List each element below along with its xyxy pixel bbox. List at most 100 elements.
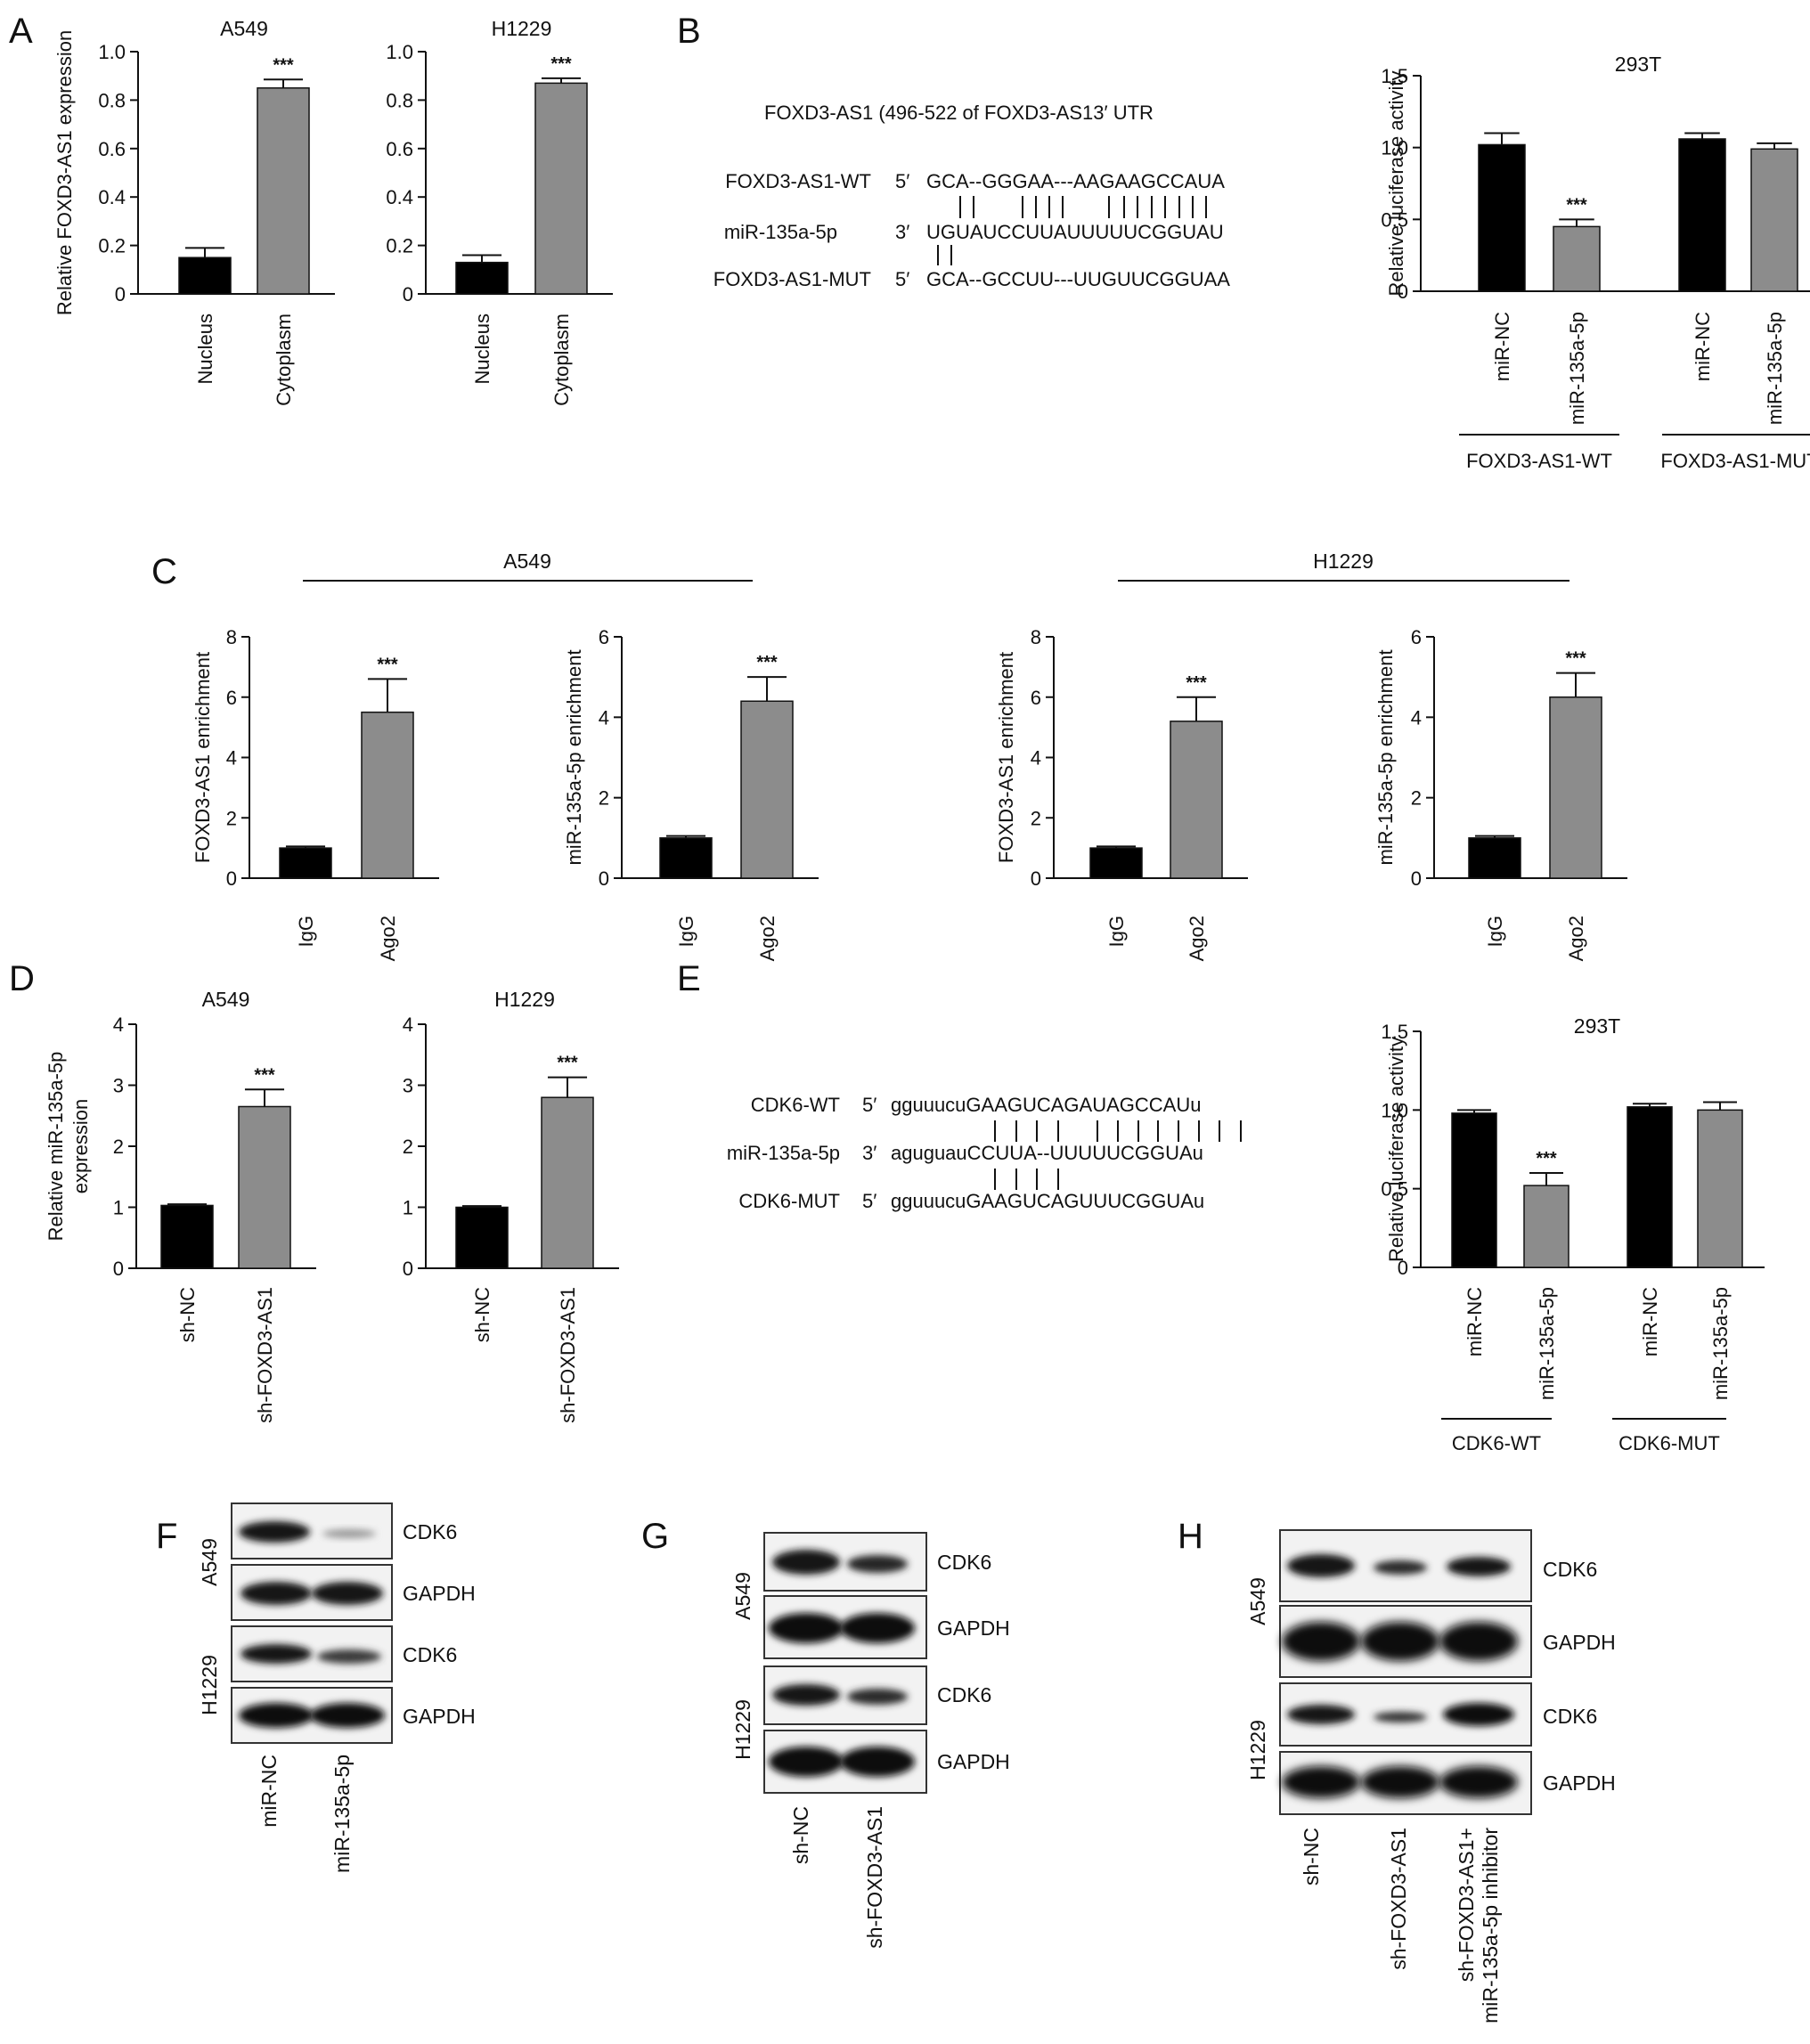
bar	[455, 261, 509, 295]
y-axis-label: FOXD3-AS1 enrichment	[192, 652, 214, 863]
y-tick-label: 1.5	[1381, 65, 1408, 87]
chart-c-a549-mir: 0 2 4 6 miR-135a-5p enrichment IgG *** Ago2	[563, 626, 819, 961]
y-tick-label: 2	[403, 1136, 413, 1158]
chart-title: A549	[220, 17, 268, 40]
bar	[1523, 1185, 1569, 1268]
y-tick-label: 4	[226, 747, 237, 770]
chart-d-a549: 0 1 2 3 4 A549 Relative miR-135a-5p expression s…	[45, 988, 316, 1423]
y-tick-label: 2	[226, 807, 237, 829]
category-label: IgG	[1484, 916, 1506, 947]
y-tick-label: 0	[1398, 281, 1408, 303]
band	[1443, 1703, 1514, 1726]
y-tick-label: 3	[113, 1075, 124, 1097]
blot-h-lane-1: sh-NC	[1300, 1828, 1323, 1885]
bar	[1553, 225, 1601, 292]
y-tick-label: 0.5	[1381, 208, 1408, 231]
y-tick-label: 0.4	[386, 186, 413, 208]
band	[1374, 1560, 1427, 1575]
western-blot-f: CDK6 GAPDH CDK6 GAPDH A549 H1229 miR-NC …	[198, 1502, 476, 1873]
group-label: CDK6-WT	[1452, 1432, 1541, 1454]
blot-f-cell-h1229: H1229	[198, 1655, 221, 1715]
category-label: miR-135a-5p	[1764, 312, 1786, 425]
chart-e-luciferase: 0 0.5 1.0 1.5 293T Relative luciferase activi…	[1381, 1014, 1765, 1454]
seq-mir: UGUAUCCUUAUUUUUCGGUAU	[926, 221, 1224, 243]
band	[310, 1703, 385, 1728]
y-tick-label: 4	[1031, 747, 1041, 770]
y-tick-label: 4	[599, 706, 609, 729]
bar	[1478, 143, 1526, 292]
y-tick-label: 1.0	[98, 41, 126, 63]
blot-f-cell-a549: A549	[198, 1538, 221, 1586]
chart-c-h1229-foxd3: 0 2 4 6 8 FOXD3-AS1 enrichment IgG *** Ago2	[995, 626, 1248, 961]
blot-f-lane-2: miR-135a-5p	[330, 1755, 354, 1873]
bar	[1089, 847, 1143, 879]
category-label: Ago2	[1565, 916, 1587, 961]
blot-f-lane-1: miR-NC	[257, 1755, 281, 1828]
y-tick-label: 3	[403, 1075, 413, 1097]
category-label: Cytoplasm	[550, 314, 573, 406]
blot-f-label-2: GAPDH	[403, 1582, 476, 1605]
y-tick-label: 1.5	[1381, 1021, 1408, 1043]
band	[241, 1644, 312, 1664]
chart-a-a549: 0 0.2 0.4 0.6 0.8 1.0 A549 Relative FOXD3-AS1 e…	[53, 17, 335, 406]
y-tick-label: 0.2	[386, 235, 413, 257]
band	[239, 1703, 314, 1728]
seq-end-wt: 5′	[895, 170, 909, 192]
panel-letter-f: F	[156, 1517, 177, 1556]
category-label: Nucleus	[471, 314, 493, 384]
category-label: miR-NC	[1463, 1287, 1486, 1356]
seq-end-cdk6-wt: 5′	[862, 1094, 876, 1116]
bar	[160, 1204, 214, 1269]
y-tick-label: 4	[113, 1014, 124, 1036]
band	[772, 1550, 840, 1575]
group-label: FOXD3-AS1-MUT	[1660, 450, 1810, 472]
band	[317, 1649, 381, 1664]
panel-letter-g: G	[641, 1517, 669, 1556]
seq-mut: GCA--GCCUU---UUGUUCGGUAA	[926, 268, 1230, 290]
blot-g-label-4: GAPDH	[937, 1750, 1010, 1773]
bar	[1170, 721, 1223, 879]
y-axis-label: miR-135a-5p enrichment	[1374, 649, 1397, 865]
panel-letter-e: E	[677, 959, 701, 998]
y-tick-label: 1	[113, 1197, 124, 1219]
y-tick-label: 0	[1398, 1257, 1408, 1279]
bar	[1468, 837, 1521, 879]
blot-h-lane-2: sh-FOXD3-AS1	[1387, 1828, 1410, 1970]
significance-label: ***	[1565, 649, 1586, 669]
blot-f-label-1: CDK6	[403, 1520, 457, 1543]
chart-title: 293T	[1574, 1014, 1620, 1038]
category-label: miR-135a-5p	[1536, 1287, 1558, 1400]
panel-letter-d: D	[9, 959, 35, 998]
y-axis-label: Relative luciferase activity	[1385, 1037, 1407, 1262]
category-label: sh-NC	[471, 1287, 493, 1342]
y-tick-label: 0	[403, 283, 413, 305]
bar	[1750, 148, 1798, 292]
y-axis-label: FOXD3-AS1 enrichment	[995, 652, 1017, 863]
y-tick-label: 1.0	[386, 41, 413, 63]
seq-end-mir: 3′	[895, 221, 909, 243]
chart-c-a549-foxd3: 0 2 4 6 8 FOXD3-AS1 enrichment IgG *** Ago2	[192, 626, 439, 961]
y-tick-label: 4	[1411, 706, 1422, 729]
bar	[541, 1096, 594, 1269]
sequence-block-b: FOXD3-AS1 (496-522 of FOXD3-AS13′ UTR FO…	[713, 102, 1231, 290]
category-label: sh-FOXD3-AS1	[557, 1287, 579, 1423]
blot-g-lane-2: sh-FOXD3-AS1	[863, 1806, 886, 1949]
y-tick-label: 8	[1031, 626, 1041, 648]
significance-label: ***	[550, 54, 572, 74]
y-tick-label: 0.2	[98, 235, 126, 257]
significance-label: ***	[756, 653, 778, 672]
bar	[279, 847, 332, 879]
chart-c-h1229-mir: 0 2 4 6 miR-135a-5p enrichment IgG *** Ago2	[1374, 626, 1627, 961]
seq-label-cdk6-mut: CDK6-MUT	[738, 1190, 840, 1212]
band	[847, 1555, 908, 1573]
category-label: IgG	[295, 916, 317, 947]
seq-cdk6-wt: gguuucuGAAGUCAGAUAGCCAUu	[891, 1094, 1201, 1116]
significance-label: ***	[1186, 673, 1207, 693]
significance-label: ***	[1536, 1149, 1557, 1169]
category-label: sh-FOXD3-AS1	[254, 1287, 276, 1423]
seq-mir-e: aguguauCCUUA--UUUUUCGGUAu	[891, 1142, 1203, 1164]
category-label: miR-NC	[1491, 312, 1513, 381]
chart-title: H1229	[494, 988, 555, 1011]
band	[1282, 1766, 1360, 1798]
